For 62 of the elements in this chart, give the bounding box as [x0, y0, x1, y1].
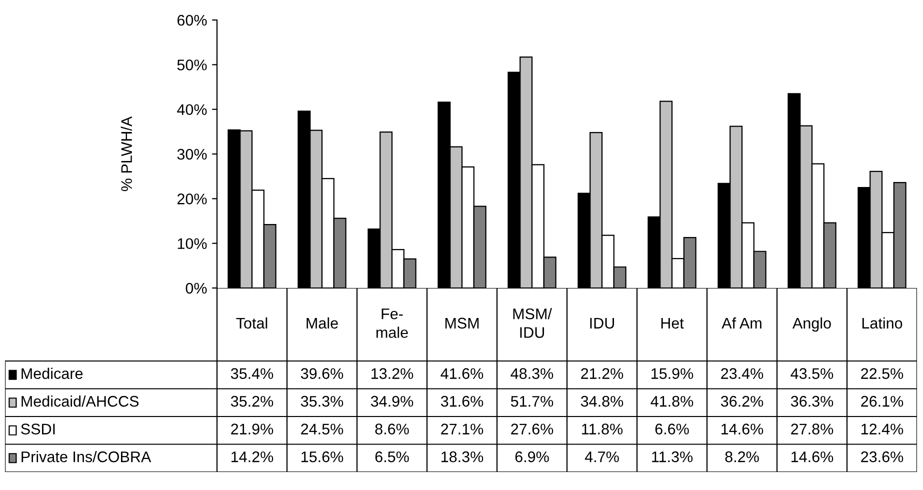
y-tick-label: 30% [177, 148, 207, 160]
data-label: 35.4% [230, 368, 274, 379]
x-tick-label: Latino [862, 317, 902, 329]
data-label: 35.3% [300, 396, 344, 407]
x-tick-label: Total [236, 317, 268, 329]
data-label: 36.2% [720, 396, 764, 407]
data-label: 8.2% [725, 451, 759, 462]
data-label: 6.9% [515, 451, 549, 462]
data-label: 8.6% [375, 424, 409, 434]
data-label: 22.5% [861, 368, 904, 379]
data-label: 15.9% [652, 368, 694, 379]
data-label: 48.3% [510, 368, 554, 379]
y-tick-label: 20% [177, 194, 207, 204]
data-label: 15.6% [302, 451, 344, 462]
data-label: 13.2% [372, 368, 414, 379]
x-tick-label: Fe- male [376, 308, 408, 338]
x-tick-label: Anglo [792, 317, 831, 332]
data-label: 34.9% [370, 396, 414, 407]
x-tick-label: MSM [445, 318, 479, 329]
data-label: 34.8% [580, 396, 624, 407]
data-label: 43.5% [790, 368, 834, 379]
data-label: 41.6% [440, 368, 484, 379]
x-tick-label: MSM/ IDU [513, 308, 552, 338]
y-tick-label: 50% [177, 60, 207, 70]
data-label: 14.2% [232, 451, 274, 462]
data-label: 27.1% [441, 424, 484, 434]
data-label: 18.3% [442, 451, 484, 462]
x-tick-label: Male [306, 317, 338, 329]
data-label: 51.7% [510, 396, 554, 407]
legend-label: SSDI [21, 424, 55, 434]
x-tick-label: Het [661, 318, 684, 329]
data-label: 23.4% [721, 368, 764, 379]
y-tick-label: 40% [177, 104, 207, 116]
x-tick-label: IDU [590, 318, 614, 329]
data-label: 36.3% [790, 396, 834, 407]
data-label: 24.5% [301, 424, 344, 434]
legend-label: Medicare [22, 368, 83, 379]
legend-label: Medicaid/AHCCS [22, 396, 139, 407]
data-label: 23.6% [861, 451, 904, 462]
data-label: 11.8% [582, 424, 623, 434]
x-tick-label: Af Am [722, 317, 762, 328]
y-tick-label: 60% [177, 14, 207, 26]
data-label: 14.6% [722, 424, 764, 434]
data-label: 39.6% [300, 368, 344, 379]
data-label: 14.6% [792, 451, 834, 462]
data-label: 11.3% [652, 451, 693, 462]
data-label: 41.8% [650, 396, 694, 407]
data-label: 31.6% [440, 396, 484, 407]
data-label: 26.1% [861, 396, 904, 407]
data-label: 21.9% [231, 424, 274, 434]
data-label: 27.8% [791, 424, 834, 434]
y-axis-title: % PLWH/A [120, 116, 132, 192]
y-tick-label: 0% [186, 282, 207, 294]
data-label: 12.4% [862, 424, 904, 434]
data-label: 35.2% [230, 396, 274, 407]
legend-label: Private Ins/COBRA [22, 451, 152, 462]
y-tick-label: 10% [178, 238, 207, 250]
data-label: 27.6% [511, 424, 554, 434]
data-label: 6.6% [655, 424, 689, 434]
data-label: 6.5% [375, 451, 409, 462]
data-label: 21.2% [581, 368, 624, 379]
data-label: 4.7% [584, 451, 619, 462]
